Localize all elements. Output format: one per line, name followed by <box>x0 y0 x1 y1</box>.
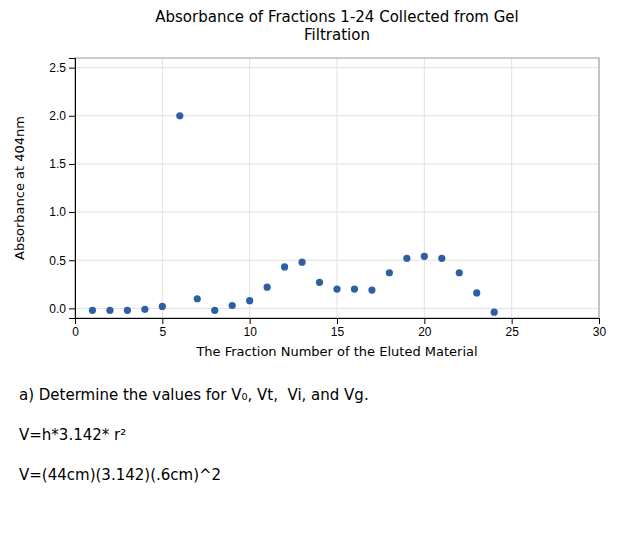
x-tick-mark <box>424 318 425 324</box>
grid-line-x <box>337 58 338 318</box>
y-tick-mark <box>69 68 75 69</box>
y-tick: 1.0 <box>49 205 75 219</box>
y-tick-mark <box>69 212 75 213</box>
point <box>368 286 375 293</box>
grid-line-x <box>249 58 250 318</box>
point <box>124 307 131 314</box>
x-tick: 15 <box>331 318 345 339</box>
y-tick: 0.0 <box>49 302 75 316</box>
point <box>281 263 288 270</box>
point <box>194 295 201 302</box>
points <box>89 112 498 316</box>
point <box>316 279 323 286</box>
x-tick-label: 30 <box>593 325 607 339</box>
y-tick: 1.5 <box>49 157 75 171</box>
point <box>491 309 498 316</box>
x-tick: 25 <box>505 318 519 339</box>
y-axis: 0.0 0.5 1.0 1.5 2.0 2.5 <box>49 59 75 319</box>
point <box>351 286 358 293</box>
y-tick-mark <box>69 308 75 309</box>
x-axis: 0 5 10 15 20 25 30 <box>72 318 606 339</box>
grid-line-x <box>162 58 163 318</box>
x-tick-label: 10 <box>243 325 257 339</box>
y-tick-label: 2.0 <box>49 109 66 123</box>
x-tick-label: 20 <box>418 325 432 339</box>
y-tick-label: 1.5 <box>49 157 66 171</box>
point <box>403 255 410 262</box>
point <box>229 302 236 309</box>
point <box>456 269 463 276</box>
grid-line-y <box>75 67 599 68</box>
x-tick: 10 <box>243 318 257 339</box>
y-tick-label: 1.0 <box>49 205 66 219</box>
y-tick-label: 2.5 <box>49 61 66 75</box>
x-tick: 30 <box>593 318 607 339</box>
plot-frame <box>75 58 599 318</box>
chart-svg: 0 5 10 15 20 25 30 0.0 0.5 1.0 1.5 2.0 2.5 Absorbance… <box>0 0 629 535</box>
x-tick-mark <box>250 318 251 324</box>
point <box>89 307 96 314</box>
x-axis-title: The Fraction Number of the Eluted Materi… <box>195 344 477 359</box>
point <box>106 307 113 314</box>
x-tick-mark <box>162 318 163 324</box>
x-axis-line <box>76 319 600 325</box>
plot-area: 0 5 10 15 20 25 30 0.0 0.5 1.0 1.5 2.0 2.5 <box>49 58 606 339</box>
x-tick: 0 <box>72 318 79 339</box>
y-tick-label: 0.0 <box>49 302 66 316</box>
y-axis-title: Absorbance at 404nm <box>12 116 27 260</box>
y-tick-mark <box>69 116 75 117</box>
chart-title: Absorbance of Fractions 1-24 Collected f… <box>155 8 518 44</box>
point <box>333 286 340 293</box>
y-tick: 2.5 <box>49 61 75 75</box>
grid-line-x <box>511 58 512 318</box>
point <box>438 255 445 262</box>
annotation: V=h*3.142* r² <box>19 426 126 444</box>
grid-line-x <box>424 58 425 318</box>
grid-line-y <box>75 212 599 213</box>
point <box>264 284 271 291</box>
annotation: V=(44cm)(3.142)(.6cm)^2 <box>19 466 221 484</box>
x-tick-label: 25 <box>505 325 519 339</box>
point <box>421 253 428 260</box>
x-tick-label: 0 <box>72 325 79 339</box>
point <box>298 259 305 266</box>
x-tick-mark <box>337 318 338 324</box>
y-tick-label: 0.5 <box>49 254 66 268</box>
point <box>246 297 253 304</box>
point <box>141 306 148 313</box>
point <box>159 303 166 310</box>
y-tick-mark <box>69 164 75 165</box>
grid-line-y <box>75 308 599 309</box>
x-tick-label: 5 <box>159 325 166 339</box>
grid-line-y <box>75 163 599 164</box>
grid-line-y <box>75 115 599 116</box>
y-tick: 0.5 <box>49 254 75 268</box>
annotation: a) Determine the values for V₀, Vt, Vi, … <box>19 386 369 404</box>
point <box>211 307 218 314</box>
x-tick-label: 15 <box>331 325 345 339</box>
x-tick: 5 <box>159 318 166 339</box>
point <box>386 269 393 276</box>
x-tick: 20 <box>418 318 432 339</box>
y-axis-line <box>69 59 76 319</box>
grid <box>75 58 599 318</box>
x-tick-mark <box>599 318 600 324</box>
grid-line-y <box>75 260 599 261</box>
x-tick-mark <box>512 318 513 324</box>
point <box>176 112 183 119</box>
y-tick-mark <box>69 260 75 261</box>
y-tick: 2.0 <box>49 109 75 123</box>
point <box>473 289 480 296</box>
